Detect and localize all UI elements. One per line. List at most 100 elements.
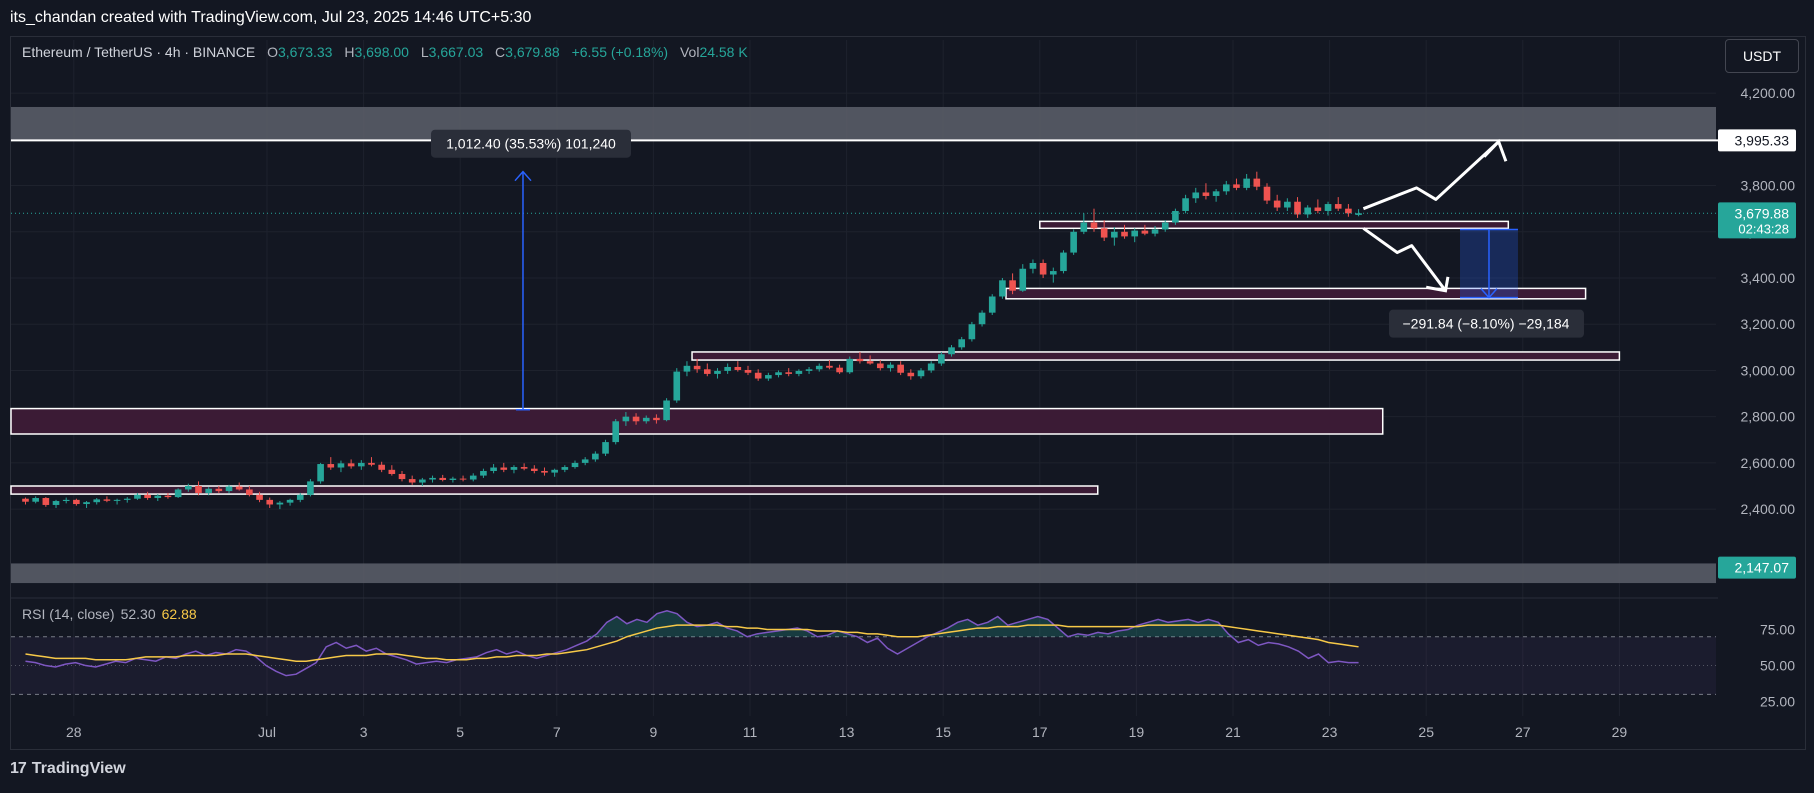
price-badge [1718, 202, 1796, 239]
high-value: 3,698.00 [354, 44, 409, 60]
time-axis: 28 Jul 3 5 7 9 11 13 15 17 19 21 23 25 27 29 [66, 724, 1627, 740]
tradingview-brand[interactable]: 17 TradingView [10, 760, 126, 778]
candle-body [1304, 207, 1312, 215]
rsi-tick-label: 50.00 [1760, 658, 1795, 674]
candle-body [907, 372, 915, 377]
candle-body [215, 488, 223, 492]
currency-button[interactable]: USDT [1725, 39, 1799, 73]
candle-body [948, 347, 955, 355]
candle-body [988, 296, 996, 313]
candle-body [754, 372, 762, 379]
candle-body [693, 365, 701, 370]
candle-body [520, 467, 528, 469]
candle-body [1080, 222, 1088, 232]
zone-box [1039, 220, 1510, 230]
candle-body [1172, 210, 1179, 223]
candle-body [581, 459, 589, 463]
candle-body [642, 417, 650, 422]
candle-body [938, 354, 945, 364]
candle-body [856, 358, 864, 362]
time-tick-label: 25 [1418, 724, 1434, 740]
candle-body [1284, 201, 1291, 208]
zone-box [10, 485, 1099, 495]
time-tick-label: 19 [1129, 724, 1145, 740]
price-tick-label: 2,800.00 [1741, 409, 1796, 425]
price-bands [11, 106, 1718, 584]
time-tick-label: Jul [258, 724, 276, 740]
price-tick-label: 3,200.00 [1741, 316, 1796, 332]
candle-body [459, 478, 467, 480]
candle-body [195, 486, 202, 493]
candle-body [1019, 268, 1027, 291]
chart-frame [10, 36, 1806, 750]
candle-body [113, 499, 121, 501]
candle-body [276, 502, 284, 505]
price-band [11, 106, 1716, 141]
candle-body [480, 470, 487, 476]
time-tick-label: 13 [839, 724, 855, 740]
chart-credit: its_chandan created with TradingView.com… [10, 9, 532, 26]
candle-body [439, 477, 447, 480]
candle-body [846, 358, 854, 373]
rsi-tick-label: 75.00 [1760, 622, 1795, 638]
measure-up-label-box [430, 129, 631, 158]
brand-name: TradingView [31, 760, 126, 777]
candle-body [164, 495, 172, 498]
rsi-label[interactable]: RSI (14, close) [22, 606, 115, 622]
time-tick-label: 7 [553, 724, 561, 740]
candle-body [805, 369, 813, 371]
candle-body [1070, 231, 1077, 253]
candle-body [93, 499, 101, 503]
candle-body [968, 324, 976, 340]
candle-body [388, 469, 396, 474]
price-badge [1718, 129, 1796, 152]
candle-body [1192, 192, 1200, 199]
measure-up-arrow [514, 170, 532, 182]
price-tick-label: 2,400.00 [1741, 501, 1796, 517]
candle-body [1222, 184, 1230, 192]
candle-body [541, 470, 548, 473]
candle-body [469, 475, 477, 480]
rsi-legend: RSI (14, close) 52.30 62.88 [22, 606, 197, 622]
candle-body [174, 489, 182, 498]
bearish-scenario-arrow [1362, 227, 1447, 292]
candle-body [1100, 228, 1108, 238]
candle-body [927, 363, 935, 371]
candle-body [185, 486, 192, 490]
low-label: L [420, 44, 429, 60]
candle-body [632, 416, 640, 422]
candle-body [785, 372, 793, 374]
candle-body [978, 312, 986, 325]
price-badge-label: 3,679.88 [1735, 205, 1790, 221]
price-badge [1718, 556, 1796, 579]
candle-body [1090, 222, 1098, 229]
time-tick-label: 17 [1032, 724, 1048, 740]
candle-body [357, 462, 365, 467]
candle-body [307, 481, 314, 495]
candle-body [887, 364, 894, 369]
change-value: +6.55 (+0.18%) [571, 44, 669, 60]
price-axis: 4,200.003,800.003,600.003,400.003,200.00… [1718, 85, 1796, 579]
price-tick-label: 2,600.00 [1741, 455, 1796, 471]
bullish-scenario-arrow [1362, 140, 1500, 211]
candle-body [337, 463, 345, 468]
candle-body [490, 467, 497, 471]
candle-body [347, 463, 355, 467]
candle-body [602, 442, 609, 454]
symbol-name[interactable]: Ethereum / TetherUS · 4h · BINANCE [22, 44, 256, 60]
candle-body [826, 365, 833, 368]
candle-body [1345, 208, 1352, 214]
candle-body [622, 416, 630, 422]
annotations: 1,012.40 (35.53%) 101,240 −291.84 (−8.10%… [430, 129, 1584, 411]
zone-box [10, 407, 1384, 435]
candle-body [256, 494, 263, 500]
candle-body [714, 370, 721, 374]
candle-body [510, 467, 518, 470]
close-value: 3,679.88 [505, 44, 560, 60]
candle-body [815, 365, 823, 370]
candle-body [266, 499, 274, 505]
rsi-pane: 75.00 50.00 25.00 [11, 597, 1795, 710]
candle-body [83, 502, 90, 505]
candle-body [734, 366, 742, 370]
